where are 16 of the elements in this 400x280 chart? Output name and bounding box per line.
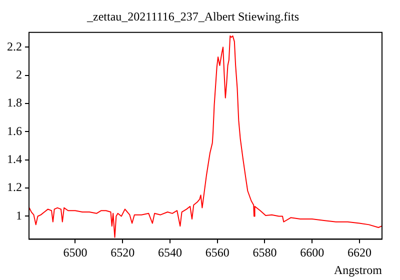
x-axis-title: Angstrom <box>334 262 383 277</box>
x-tick-label: 6600 <box>300 246 324 260</box>
x-tick-label: 6560 <box>205 246 230 260</box>
y-tick-label: 2.2 <box>7 39 22 54</box>
x-tick-label: 6500 <box>63 246 88 260</box>
x-tick-label: 6620 <box>347 246 372 260</box>
x-tick-label: 6580 <box>252 246 277 260</box>
y-tick-label: 1.2 <box>7 180 22 194</box>
y-tick-label: 1.8 <box>7 96 22 110</box>
x-tick-label: 6540 <box>158 246 182 260</box>
y-tick-label: 2 <box>16 68 22 82</box>
y-tick-label: 1.4 <box>7 152 22 166</box>
y-tick-label: 1 <box>16 208 22 222</box>
x-tick-label: 6520 <box>110 246 135 260</box>
chart-title: _zettau_20211116_237_Albert Stiewing.fits <box>86 9 300 24</box>
y-tick-label: 1.6 <box>7 124 22 138</box>
